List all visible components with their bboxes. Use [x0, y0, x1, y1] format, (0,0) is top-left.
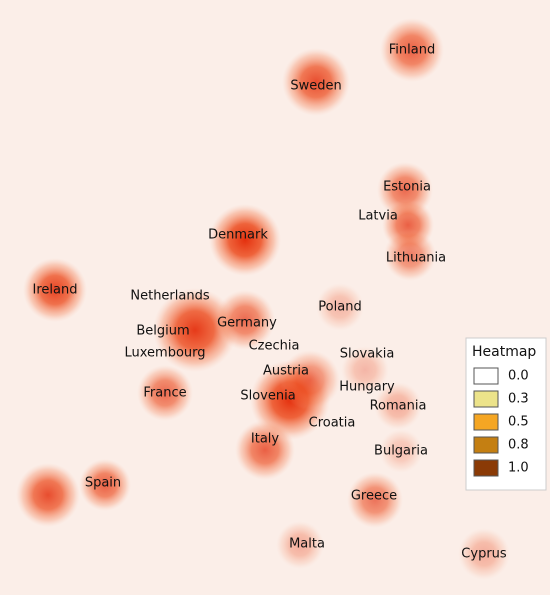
country-label: Austria — [263, 364, 309, 379]
legend: Heatmap 0.0 0.3 0.5 0.8 1.0 — [465, 337, 547, 491]
country-label: Estonia — [383, 180, 431, 195]
heat-blob — [282, 48, 350, 116]
heat-blob — [280, 350, 340, 410]
heat-blob — [276, 521, 324, 569]
country-label: Latvia — [358, 209, 398, 224]
country-label: Belgium — [136, 324, 189, 339]
country-label: Poland — [318, 300, 361, 315]
legend-swatch — [473, 459, 499, 477]
country-label: Czechia — [249, 339, 300, 354]
heat-blob — [16, 463, 80, 527]
heat-blob — [316, 283, 364, 331]
legend-label: 0.3 — [508, 392, 529, 407]
legend-label: 0.8 — [508, 438, 529, 453]
country-label: Cyprus — [461, 547, 507, 562]
heat-blob — [235, 420, 295, 480]
country-label: France — [143, 386, 186, 401]
heat-blob — [137, 365, 193, 421]
country-label: Slovenia — [240, 389, 295, 404]
heat-blob — [347, 472, 403, 528]
legend-label: 0.5 — [508, 415, 529, 430]
heat-layer — [16, 18, 510, 580]
country-label: Malta — [289, 537, 325, 552]
country-label: Netherlands — [130, 289, 209, 304]
country-label: Finland — [389, 43, 435, 58]
heat-blob — [458, 528, 510, 580]
country-labels: Finland Sweden Estonia Latvia Lithuania Denma… — [33, 43, 507, 562]
country-label: Croatia — [309, 416, 356, 431]
heat-blob — [380, 18, 444, 82]
legend-title: Heatmap — [472, 344, 536, 360]
legend-swatch — [473, 367, 499, 385]
heat-blob — [384, 229, 436, 281]
country-label: Lithuania — [386, 251, 446, 266]
country-label: Italy — [251, 432, 280, 447]
country-label: Hungary — [339, 380, 395, 395]
country-label: Denmark — [208, 228, 268, 243]
legend-label: 0.0 — [508, 369, 529, 384]
legend-swatch — [473, 390, 499, 408]
country-label: Romania — [370, 399, 427, 414]
legend-label: 1.0 — [508, 461, 529, 476]
legend-swatch — [473, 436, 499, 454]
country-label: Greece — [351, 489, 397, 504]
country-label: Luxembourg — [124, 346, 205, 361]
country-label: Germany — [217, 316, 277, 331]
country-label: Slovakia — [340, 347, 395, 362]
country-label: Bulgaria — [374, 444, 428, 459]
heat-blob — [23, 258, 87, 322]
country-label: Ireland — [33, 283, 78, 298]
heat-blob — [374, 382, 422, 430]
heat-blob — [153, 288, 237, 372]
heat-blob — [215, 290, 275, 350]
country-label: Sweden — [290, 79, 341, 94]
heat-blob — [379, 429, 423, 473]
legend-swatch — [473, 413, 499, 431]
heat-blob — [79, 459, 131, 511]
heat-blob — [209, 204, 281, 276]
heat-blob — [341, 346, 389, 394]
country-label: Spain — [85, 476, 121, 491]
